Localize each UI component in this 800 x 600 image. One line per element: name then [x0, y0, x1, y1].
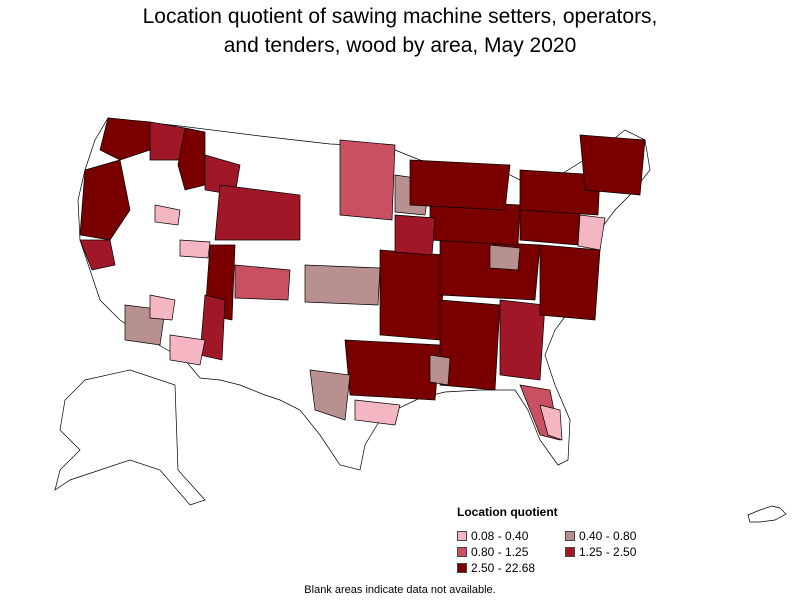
region-ky-mid — [489, 244, 521, 271]
region-nj-md — [577, 214, 606, 251]
legend-item-4: 1.25 - 2.50 — [565, 545, 636, 559]
legend-item-5: 2.50 - 22.68 — [457, 561, 535, 575]
region-or-west — [79, 159, 131, 241]
hawaii-outline — [747, 505, 787, 523]
footnote: Blank areas indicate data not available. — [304, 584, 496, 596]
region-tx-se — [354, 399, 401, 426]
region-id-south — [154, 204, 181, 226]
legend-item-3: 0.80 - 1.25 — [457, 545, 528, 559]
region-mo-ar — [379, 249, 446, 341]
region-nd-sd — [339, 139, 396, 221]
legend-swatch-2 — [565, 531, 575, 541]
region-wa-west — [99, 117, 151, 161]
map-regions — [54, 117, 787, 523]
legend-swatch-5 — [457, 563, 467, 573]
region-ks — [304, 264, 381, 306]
region-mi-wi — [409, 159, 511, 211]
legend-swatch-4 — [565, 547, 575, 557]
legend-title: Location quotient — [457, 505, 558, 519]
region-ga — [499, 299, 546, 381]
region-il-ia — [394, 214, 436, 256]
legend-swatch-1 — [457, 531, 467, 541]
region-ut-2 — [179, 239, 211, 259]
region-tx-east — [309, 369, 351, 421]
legend-label-3: 0.80 - 1.25 — [471, 545, 529, 559]
region-ne — [579, 134, 646, 196]
legend-label-2: 0.40 - 0.80 — [579, 529, 637, 543]
region-nm — [199, 294, 226, 361]
legend: Location quotient 0.08 - 0.40 0.40 - 0.8… — [457, 505, 687, 577]
legend-item-1: 0.08 - 0.40 — [457, 529, 528, 543]
region-ms-mid — [429, 354, 451, 386]
region-co — [234, 264, 291, 301]
region-al — [439, 299, 501, 391]
region-la-ms — [344, 339, 441, 401]
title-line-1: Location quotient of sawing machine sett… — [142, 5, 658, 28]
map-title: Location quotient of sawing machine sett… — [0, 2, 800, 60]
region-fl-s — [539, 404, 563, 441]
region-ca-north — [79, 239, 116, 271]
region-nv — [149, 294, 176, 321]
legend-swatch-3 — [457, 547, 467, 557]
region-wy — [214, 184, 301, 241]
region-nc-sc — [539, 244, 601, 321]
region-az-2 — [169, 334, 206, 366]
region-pa-ny — [519, 169, 601, 216]
legend-label-1: 0.08 - 0.40 — [471, 529, 529, 543]
alaska-outline — [54, 369, 206, 506]
legend-label-5: 2.50 - 22.68 — [471, 561, 536, 575]
title-line-2: and tenders, wood by area, May 2020 — [223, 34, 577, 57]
legend-label-4: 1.25 - 2.50 — [579, 545, 637, 559]
legend-item-2: 0.40 - 0.80 — [565, 529, 636, 543]
region-id-north — [177, 127, 206, 191]
